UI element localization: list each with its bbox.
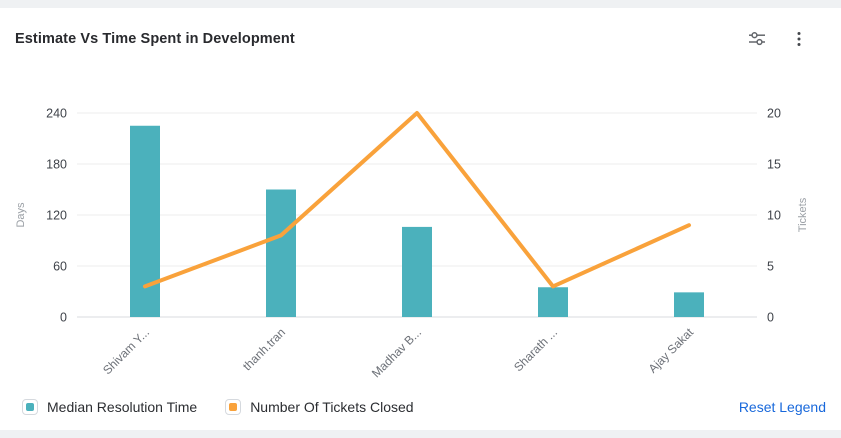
x-axis-label: Shivam Y... [100, 325, 152, 377]
line-series[interactable] [143, 111, 691, 289]
left-axis-title: Days [15, 202, 27, 228]
widget-actions [745, 27, 811, 51]
filter-settings-button[interactable] [745, 27, 769, 51]
right-axis-tick-label: 20 [767, 107, 781, 121]
left-axis-tick-label: 0 [60, 311, 67, 325]
right-axis-tick-label: 0 [767, 311, 774, 325]
legend-label: Median Resolution Time [47, 399, 198, 415]
legend-item-number-of-tickets-closed[interactable]: Number Of Tickets Closed [225, 399, 414, 415]
x-axis-label: thanh.tran [240, 325, 288, 373]
legend-swatch-teal [26, 403, 34, 411]
horizontal-sliders-icon [749, 32, 765, 46]
legend-swatch-box [22, 399, 38, 415]
widget-header: Estimate Vs Time Spent in Development [0, 8, 841, 60]
reset-legend-link[interactable]: Reset Legend [738, 399, 826, 415]
right-axis-tick-label: 10 [767, 209, 781, 223]
chart-widget: Estimate Vs Time Spent in Development [0, 8, 841, 430]
right-axis-tick-label: 15 [767, 158, 781, 172]
x-axis-label: Madhav B... [369, 325, 424, 380]
right-axis-title: Tickets [797, 197, 809, 232]
left-axis-tick-label: 120 [46, 209, 67, 223]
legend-swatch-orange [229, 403, 238, 411]
x-axis-label: Ajay Sakat [646, 325, 697, 376]
bar-4[interactable] [538, 287, 568, 317]
legend-swatch-box [225, 399, 242, 415]
chart-area: 0 60 120 180 240 0 5 10 15 20 Days Tickets Shivam Y.… [0, 60, 841, 390]
bar-5[interactable] [674, 292, 704, 317]
legend-items: Median Resolution Time Number Of Tickets… [22, 399, 414, 415]
bar-3[interactable] [402, 226, 432, 317]
legend-item-median-resolution-time[interactable]: Median Resolution Time [22, 399, 197, 415]
widget-title: Estimate Vs Time Spent in Development [15, 31, 295, 47]
x-axis-label: Sharath ... [511, 325, 560, 374]
legend-label: Number Of Tickets Closed [250, 399, 414, 415]
left-axis-tick-label: 180 [46, 158, 67, 172]
kebab-menu-icon [797, 32, 801, 46]
combo-bar-line-chart: 0 60 120 180 240 0 5 10 15 20 Days Tickets Shivam Y.… [15, 107, 809, 381]
left-axis-tick-label: 60 [53, 260, 67, 274]
right-axis-tick-label: 5 [767, 260, 774, 274]
legend-row: Median Resolution Time Number Of Tickets… [0, 390, 841, 430]
bar-2[interactable] [266, 189, 296, 318]
left-axis-tick-label: 240 [46, 107, 67, 121]
more-menu-button[interactable] [787, 27, 811, 51]
